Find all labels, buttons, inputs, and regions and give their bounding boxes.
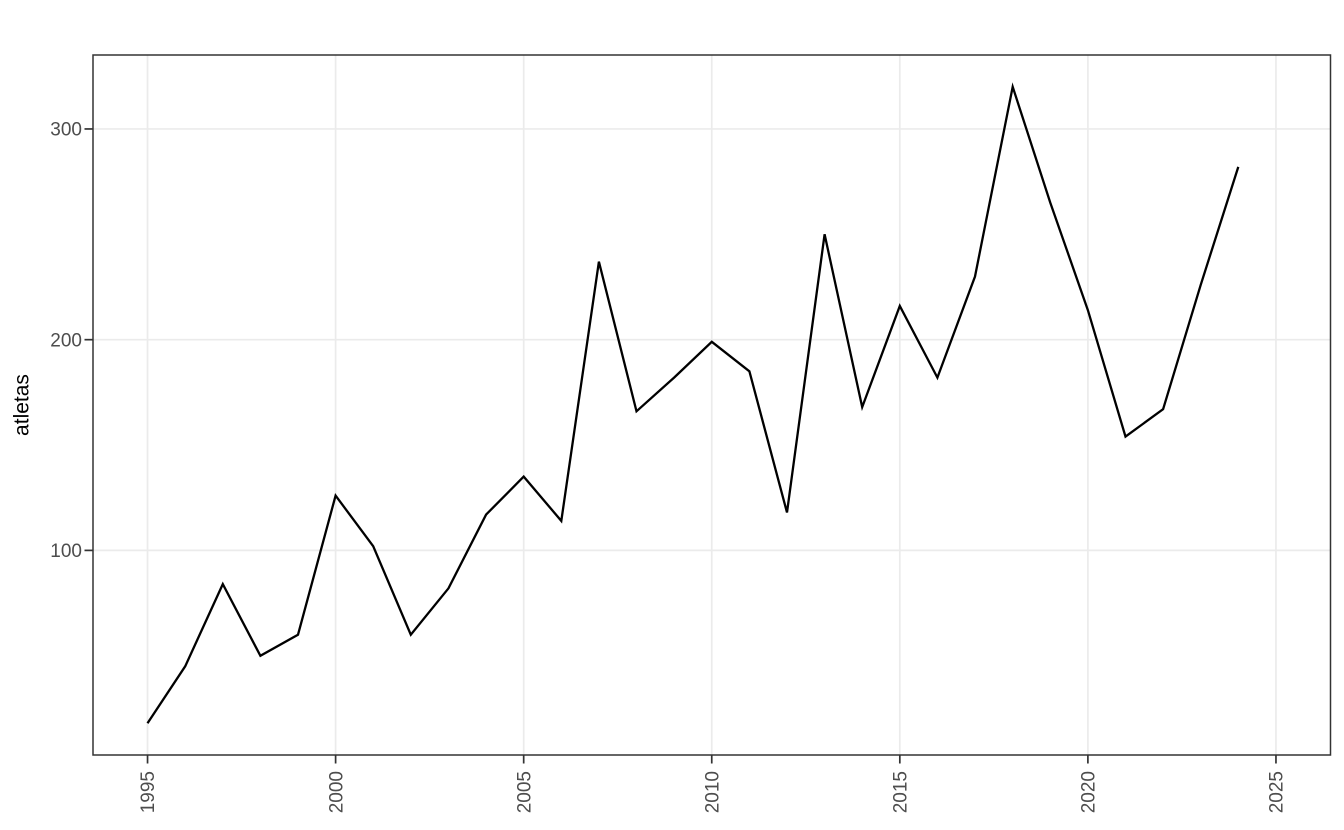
x-tick-label: 2020 xyxy=(1079,771,1100,813)
x-tick-label: 2025 xyxy=(1267,771,1288,813)
y-axis-title: atletas xyxy=(10,374,33,436)
y-axis-tick-labels: 100 200 300 xyxy=(50,120,82,562)
gridlines xyxy=(93,55,1331,755)
x-tick-label: 2005 xyxy=(514,771,535,813)
data-line-atletas xyxy=(146,82,1240,724)
x-tick-label: 2010 xyxy=(702,771,723,813)
x-tick-label: 2000 xyxy=(326,771,347,813)
y-tick-label: 200 xyxy=(50,330,82,351)
x-axis-tick-labels: 1995 2000 2005 2010 2015 2020 2025 xyxy=(138,771,1287,813)
axis-tick-marks xyxy=(84,128,1277,764)
y-tick-label: 100 xyxy=(50,541,82,562)
y-tick-label: 300 xyxy=(50,120,82,141)
x-tick-label: 2015 xyxy=(890,771,911,813)
x-tick-label: 1995 xyxy=(138,771,159,813)
